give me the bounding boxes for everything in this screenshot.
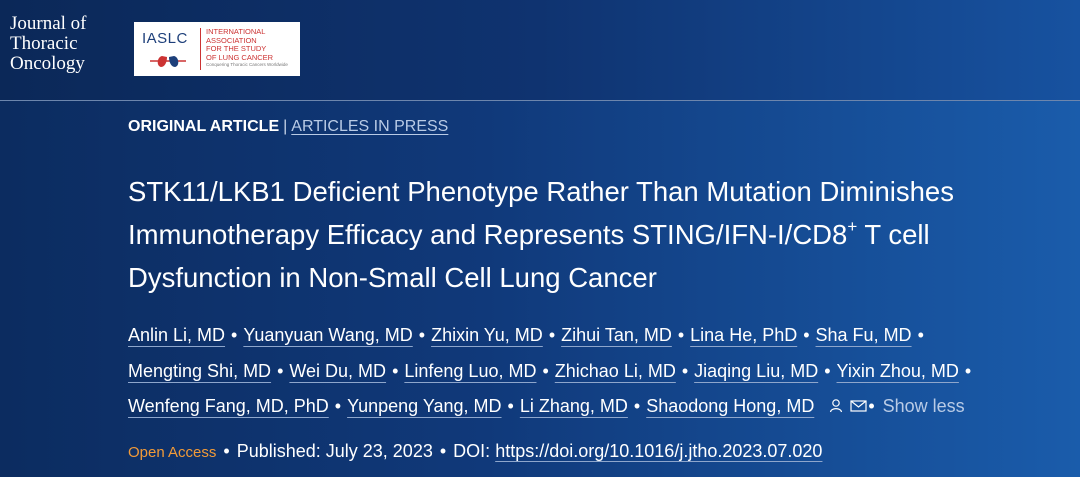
published-date: Published: July 23, 2023: [236, 441, 433, 461]
author-link[interactable]: Linfeng Luo, MD: [404, 360, 537, 381]
divider: [200, 28, 201, 70]
separator: •: [231, 325, 238, 345]
separator: •: [633, 396, 641, 416]
separator: •: [418, 325, 426, 345]
author-icons: [828, 398, 868, 418]
article-meta: Open Access • Published: July 23, 2023 • DOI…: [128, 441, 822, 462]
author-link[interactable]: Zhixin Yu, MD: [431, 325, 543, 345]
author-link[interactable]: Anlin Li, MD: [128, 325, 226, 345]
separator: •: [824, 360, 831, 381]
doi-label: DOI:: [453, 441, 491, 461]
author-link[interactable]: Wei Du, MD: [289, 360, 387, 381]
title-superscript: +: [847, 217, 858, 236]
contact-icons[interactable]: [828, 398, 868, 414]
separator: •: [392, 360, 399, 381]
author-link[interactable]: Yuanyuan Wang, MD: [243, 325, 413, 345]
author-row: Mengting Shi, MD • Wei Du, MD • Linfeng Luo,…: [128, 354, 977, 390]
title-line: Immunotherapy Efficacy and Represents ST…: [128, 213, 954, 256]
society-name: INTERNATIONAL ASSOCIATION FOR THE STUDY …: [206, 27, 288, 68]
society-name-line: OF LUNG CANCER: [206, 52, 274, 62]
separator: •: [964, 360, 972, 381]
separator: •: [507, 396, 514, 416]
society-name-line: ASSOCIATION: [206, 35, 257, 45]
author-row: Wenfeng Fang, MD, PhD • Yunpeng Yang, MD • L…: [128, 389, 977, 427]
title-line: STK11/LKB1 Deficient Phenotype Rather Th…: [128, 176, 954, 207]
separator: •: [223, 441, 230, 461]
author-link[interactable]: Lina He, PhD: [690, 325, 798, 345]
journal-logo-line: Thoracic: [10, 33, 78, 54]
article-title: STK11/LKB1 Deficient Phenotype Rather Th…: [128, 170, 954, 299]
author-link[interactable]: Zhichao Li, MD: [554, 360, 676, 381]
section-link[interactable]: ARTICLES IN PRESS: [291, 118, 449, 135]
separator: •: [917, 325, 924, 345]
article-type: ORIGINAL ARTICLE: [128, 118, 280, 135]
separator: •: [868, 396, 875, 416]
separator: •: [439, 441, 447, 461]
doi-link[interactable]: https://doi.org/10.1016/j.jtho.2023.07.0…: [495, 441, 823, 461]
author-list: Anlin Li, MD • Yuanyuan Wang, MD • Zhixin Yu…: [128, 318, 977, 427]
separator: •: [277, 360, 284, 381]
author-row: Anlin Li, MD • Yuanyuan Wang, MD • Zhixin Yu…: [128, 318, 977, 354]
society-name-line: FOR THE STUDY: [206, 44, 267, 53]
separator: •: [803, 325, 810, 345]
separator: •: [681, 360, 689, 381]
author-link[interactable]: Sha Fu, MD: [815, 325, 912, 345]
show-less-link[interactable]: Show less: [882, 396, 965, 416]
top-bar: Journal of Thoracic Oncology IASLC INTER…: [0, 0, 1080, 101]
journal-logo-line: Oncology: [10, 53, 85, 74]
separator: |: [283, 118, 288, 135]
journal-logo-line: Journal of: [10, 13, 87, 34]
separator: •: [548, 325, 556, 345]
separator: •: [677, 325, 685, 345]
author-link[interactable]: Yixin Zhou, MD: [836, 360, 959, 381]
author-link[interactable]: Jiaqing Liu, MD: [694, 360, 819, 381]
title-line: Dysfunction in Non-Small Cell Lung Cance…: [128, 262, 657, 293]
separator: •: [334, 396, 342, 416]
author-link[interactable]: Shaodong Hong, MD: [646, 396, 815, 416]
title-text: T cell: [857, 219, 930, 250]
author-link[interactable]: Li Zhang, MD: [519, 396, 628, 416]
article-kicker: ORIGINAL ARTICLE | ARTICLES IN PRESS: [128, 118, 448, 136]
society-abbr: IASLC: [142, 30, 188, 47]
society-tagline: Conquering Thoracic Cancers Worldwide: [206, 62, 288, 67]
author-link[interactable]: Yunpeng Yang, MD: [347, 396, 502, 416]
author-link[interactable]: Mengting Shi, MD: [128, 360, 272, 381]
author-link[interactable]: Zihui Tan, MD: [561, 325, 672, 345]
society-name-line: INTERNATIONAL: [206, 27, 266, 36]
separator: •: [542, 360, 549, 381]
title-text: Immunotherapy Efficacy and Represents ST…: [128, 219, 848, 250]
author-link[interactable]: Wenfeng Fang, MD, PhD: [128, 396, 329, 416]
lungs-icon: [150, 56, 186, 67]
society-logo[interactable]: IASLC INTERNATIONAL ASSOCIATION FOR THE …: [134, 22, 300, 76]
journal-logo[interactable]: Journal of Thoracic Oncology: [10, 14, 87, 74]
open-access[interactable]: Open Access: [128, 444, 217, 461]
